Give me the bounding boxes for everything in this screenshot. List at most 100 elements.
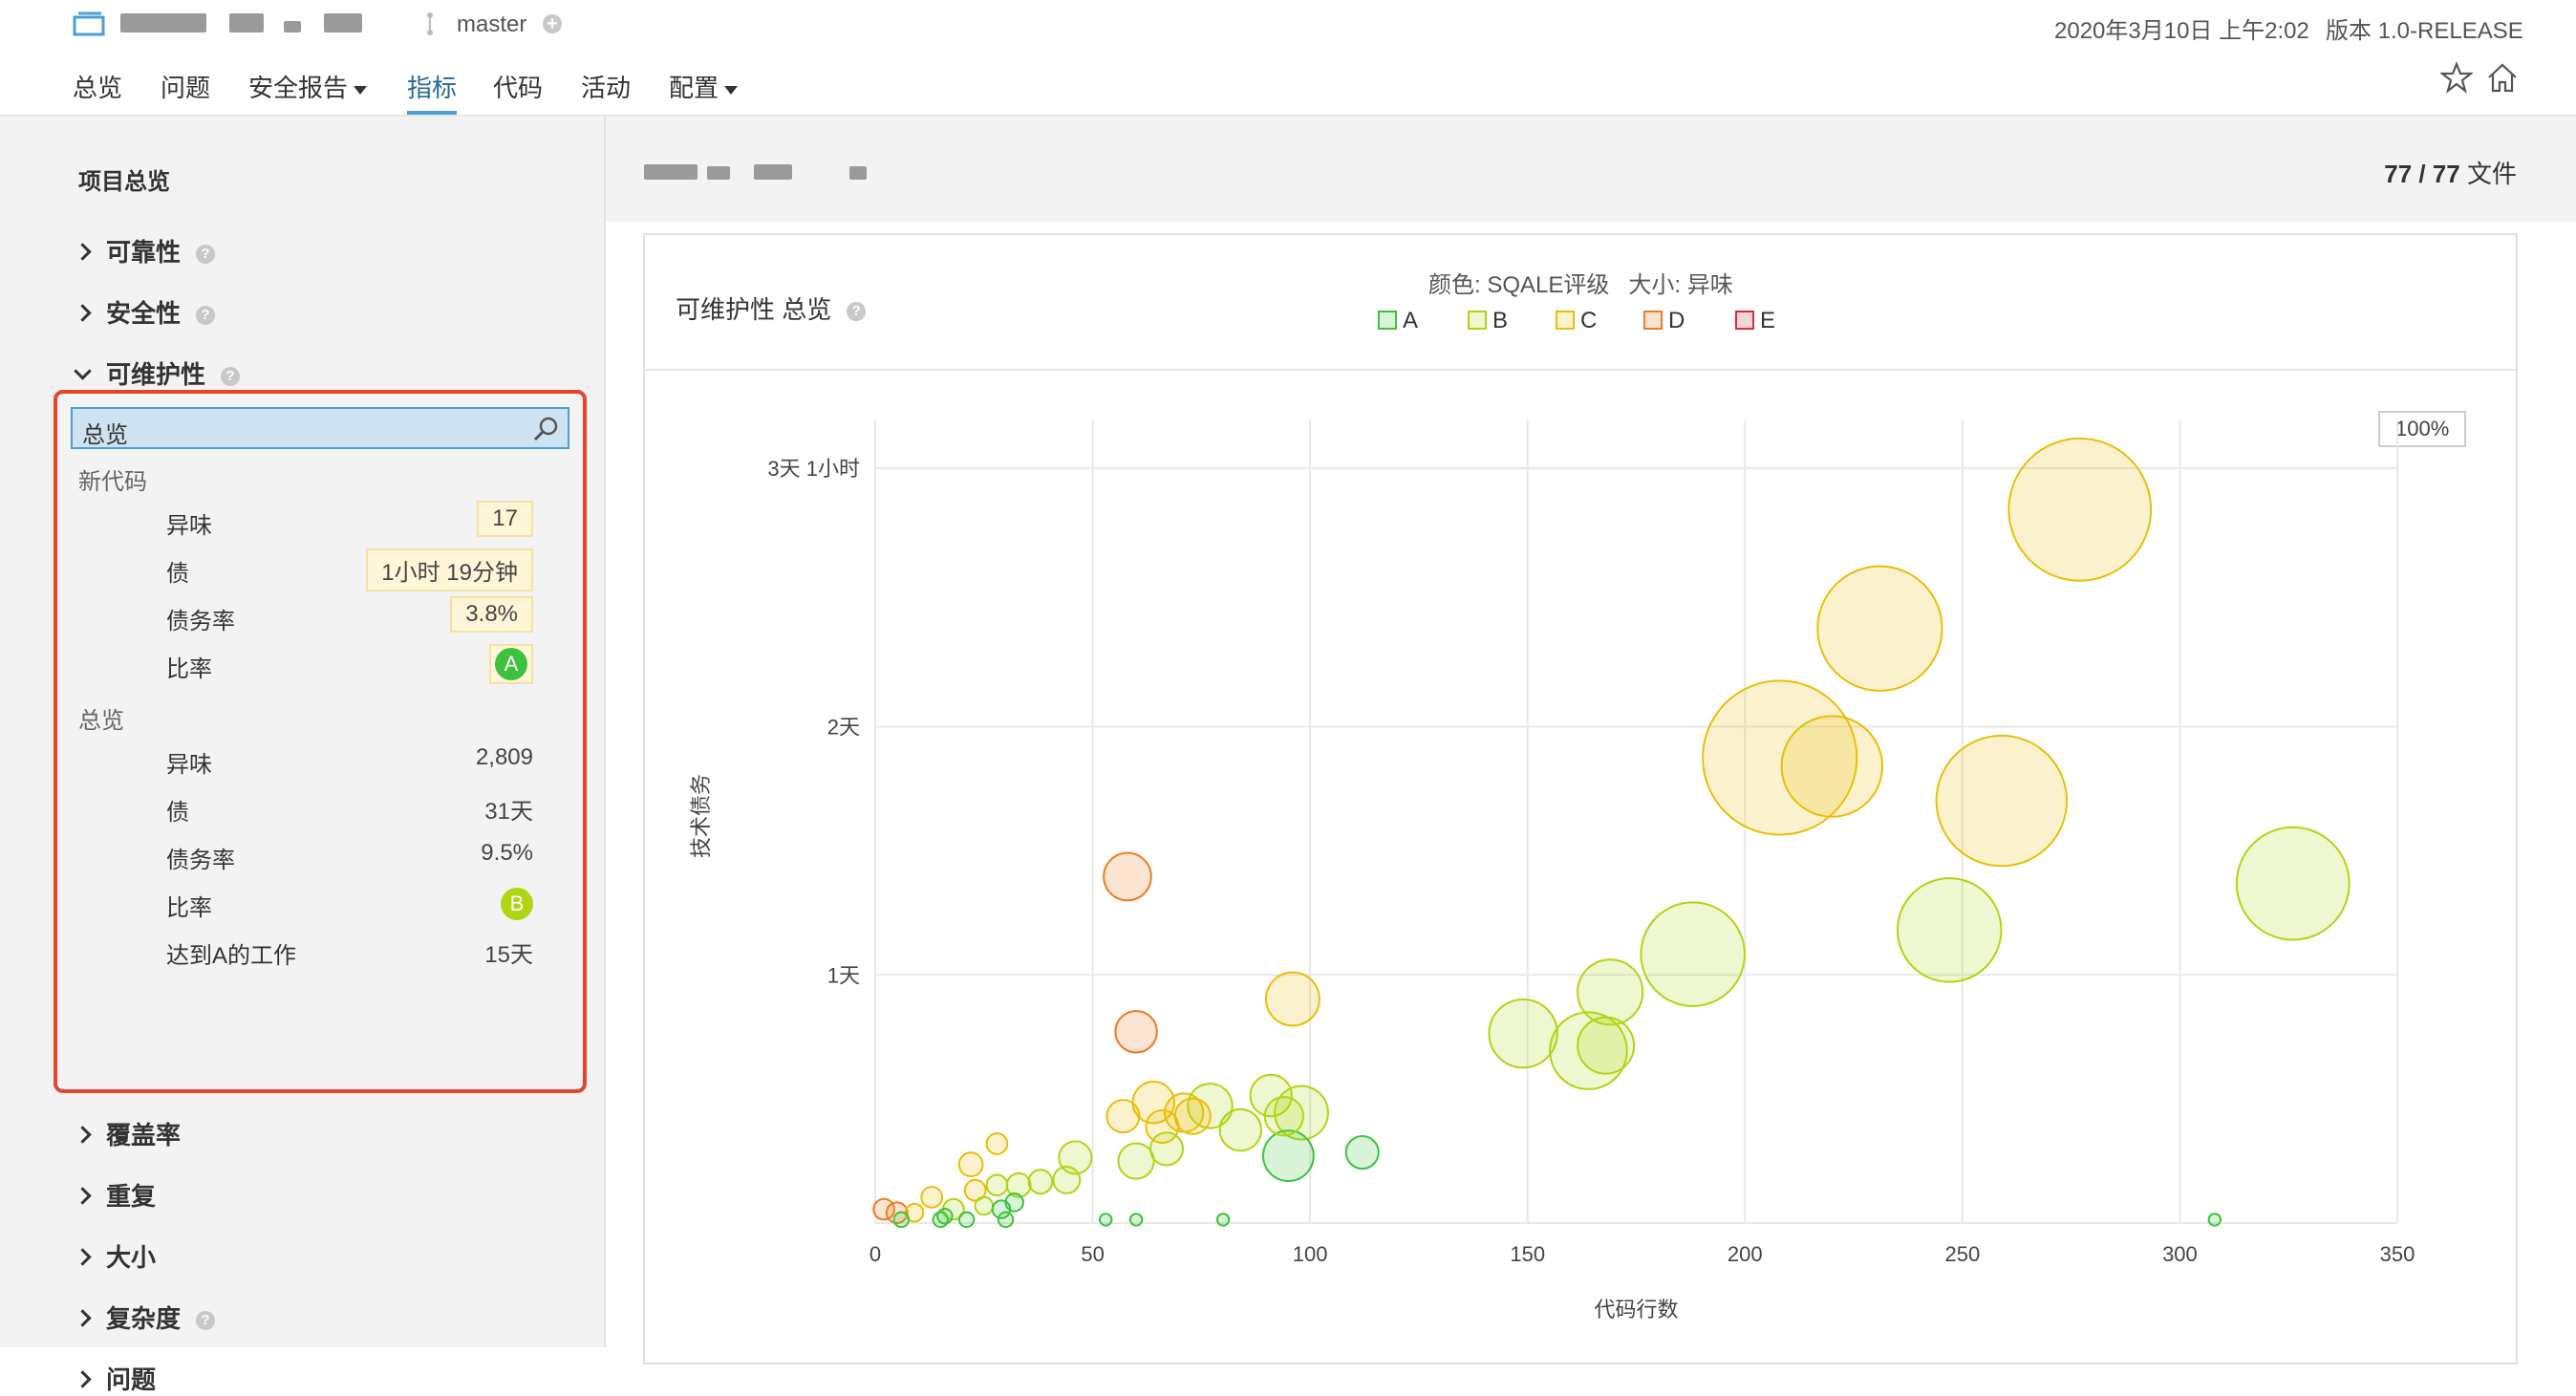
caret-down-icon	[354, 85, 368, 95]
tab-6[interactable]: 配置	[669, 69, 739, 104]
measure-row[interactable]: 异味 2,809	[57, 738, 583, 780]
bubble-grade-B[interactable]	[2235, 826, 2351, 941]
measure-row[interactable]: 债务率 9.5%	[57, 833, 583, 875]
measure-value: B	[501, 888, 533, 920]
legend-item-D[interactable]: D	[1643, 308, 1685, 334]
bubble-grade-B[interactable]	[1577, 1016, 1636, 1075]
x-tick-label: 250	[1944, 1242, 1980, 1266]
bubble-grade-B[interactable]	[1640, 901, 1746, 1007]
project-name-redacted[interactable]	[120, 13, 363, 37]
bubble-grade-A[interactable]	[892, 1211, 911, 1229]
bubble-grade-D[interactable]	[1114, 1010, 1158, 1054]
tab-2[interactable]: 安全报告	[248, 69, 368, 104]
y-axis-title: 技术债务	[689, 774, 713, 858]
bubble-grade-B[interactable]	[1488, 998, 1558, 1069]
bubble-grade-B[interactable]	[1027, 1169, 1054, 1195]
tab-1[interactable]: 问题	[161, 69, 210, 104]
bubble-grade-B[interactable]	[1117, 1142, 1155, 1180]
bubble-grade-C[interactable]	[1816, 565, 1943, 692]
chevron-right-icon	[74, 303, 92, 322]
bubble-grade-C[interactable]	[1702, 679, 1858, 836]
measure-row[interactable]: 比率 A	[57, 642, 583, 684]
bubble-grade-A[interactable]	[1262, 1129, 1315, 1183]
bubble-grade-C[interactable]	[1106, 1099, 1141, 1134]
bubble-grade-C[interactable]	[1173, 1097, 1212, 1135]
sidebar-section-4[interactable]: 问题	[74, 1361, 156, 1396]
sidebar-section-3[interactable]: 复杂度?	[74, 1299, 216, 1335]
measure-label: 达到A的工作	[166, 943, 297, 969]
bubble-grade-D[interactable]	[1103, 851, 1152, 902]
home-icon[interactable]	[2486, 61, 2519, 94]
bubble-grade-C[interactable]	[1780, 715, 1884, 818]
star-icon[interactable]	[2440, 61, 2473, 94]
bubble-grade-C[interactable]	[963, 1178, 987, 1202]
help-icon[interactable]: ?	[196, 245, 216, 265]
bubble-grade-B[interactable]	[1549, 1011, 1628, 1090]
help-icon[interactable]: ?	[196, 1311, 216, 1331]
bubble-grade-A[interactable]	[932, 1211, 950, 1229]
chevron-right-icon	[74, 242, 92, 261]
bubble-grade-B[interactable]	[1187, 1083, 1234, 1129]
help-icon[interactable]: ?	[847, 302, 867, 322]
tab-3[interactable]: 指标	[407, 69, 458, 115]
tab-4[interactable]: 代码	[493, 69, 543, 104]
bubble-grade-B[interactable]	[1263, 1096, 1304, 1137]
chevron-down-icon	[74, 361, 92, 380]
bubble-grade-B[interactable]	[1274, 1085, 1329, 1141]
bubble-grade-C[interactable]	[2007, 437, 2153, 582]
bubble-grade-C[interactable]	[1935, 734, 2069, 868]
bubble-grade-A[interactable]	[997, 1211, 1015, 1229]
bubble-grade-B[interactable]	[1218, 1107, 1263, 1152]
bubble-grade-D[interactable]	[872, 1197, 895, 1221]
x-tick-label: 200	[1728, 1242, 1763, 1266]
tab-0[interactable]: 总览	[73, 69, 122, 104]
bubble-grade-B[interactable]	[1249, 1073, 1293, 1118]
sidebar-section-reliability[interactable]: 可靠性?	[74, 233, 216, 268]
bubble-grade-A[interactable]	[1344, 1135, 1380, 1170]
sidebar-section-maintainability[interactable]: 可维护性?	[74, 355, 241, 391]
branch-name[interactable]: master	[457, 11, 527, 37]
branch-icon	[427, 12, 433, 35]
bubble-grade-B[interactable]	[1577, 958, 1644, 1026]
measure-overview-selected[interactable]: 总览	[71, 407, 569, 449]
sidebar-section-0[interactable]: 覆盖率	[74, 1116, 181, 1151]
bubble-grade-A[interactable]	[1099, 1213, 1113, 1227]
bubble-grade-A[interactable]	[957, 1211, 976, 1229]
legend-item-C[interactable]: C	[1556, 308, 1597, 334]
bubble-grade-B[interactable]	[1052, 1165, 1082, 1194]
bubble-grade-C[interactable]	[985, 1132, 1009, 1155]
bubble-grade-C[interactable]	[1265, 971, 1320, 1027]
legend-item-A[interactable]: A	[1378, 308, 1418, 334]
measures-sidebar: 项目总览 可靠性? 安全性? 可维护性? 总览 新代码 异味 17 债 1小时 19分…	[0, 117, 606, 1394]
sidebar-section-security[interactable]: 安全性?	[74, 294, 216, 330]
measure-row[interactable]: 债务率 3.8%	[57, 594, 583, 636]
measure-row[interactable]: 债 1小时 19分钟	[57, 547, 583, 591]
plus-circle-icon[interactable]: +	[543, 14, 562, 33]
search-icon[interactable]	[531, 415, 560, 443]
bubble-grade-C[interactable]	[920, 1186, 944, 1209]
bubble-grade-B[interactable]	[985, 1173, 1009, 1197]
measure-row[interactable]: 达到A的工作 15天	[57, 929, 583, 971]
bubble-grade-A[interactable]	[991, 1199, 1012, 1219]
bubble-grade-C[interactable]	[957, 1151, 984, 1178]
zoom-level[interactable]: 100%	[2378, 411, 2467, 447]
measure-search-input[interactable]: 总览	[82, 422, 128, 448]
legend-item-E[interactable]: E	[1735, 308, 1775, 334]
legend-item-B[interactable]: B	[1468, 308, 1508, 334]
help-icon[interactable]: ?	[221, 367, 241, 387]
measure-row[interactable]: 异味 17	[57, 499, 583, 541]
sidebar-section-1[interactable]: 重复	[74, 1177, 156, 1213]
measure-row[interactable]: 比率 B	[57, 881, 583, 923]
tab-5[interactable]: 活动	[581, 69, 631, 104]
bubble-grade-C[interactable]	[1145, 1108, 1180, 1145]
bubble-grade-B[interactable]	[1896, 877, 2003, 983]
help-icon[interactable]: ?	[196, 306, 216, 326]
sidebar-section-2[interactable]: 大小	[74, 1238, 156, 1274]
measure-row[interactable]: 债 31天	[57, 785, 583, 827]
bubble-grade-B[interactable]	[974, 1195, 995, 1216]
bubble-grade-A[interactable]	[2207, 1213, 2222, 1227]
bubble-grade-A[interactable]	[1128, 1213, 1144, 1227]
bubble-grade-B[interactable]	[1148, 1131, 1184, 1167]
bubble-grade-A[interactable]	[1215, 1213, 1231, 1227]
